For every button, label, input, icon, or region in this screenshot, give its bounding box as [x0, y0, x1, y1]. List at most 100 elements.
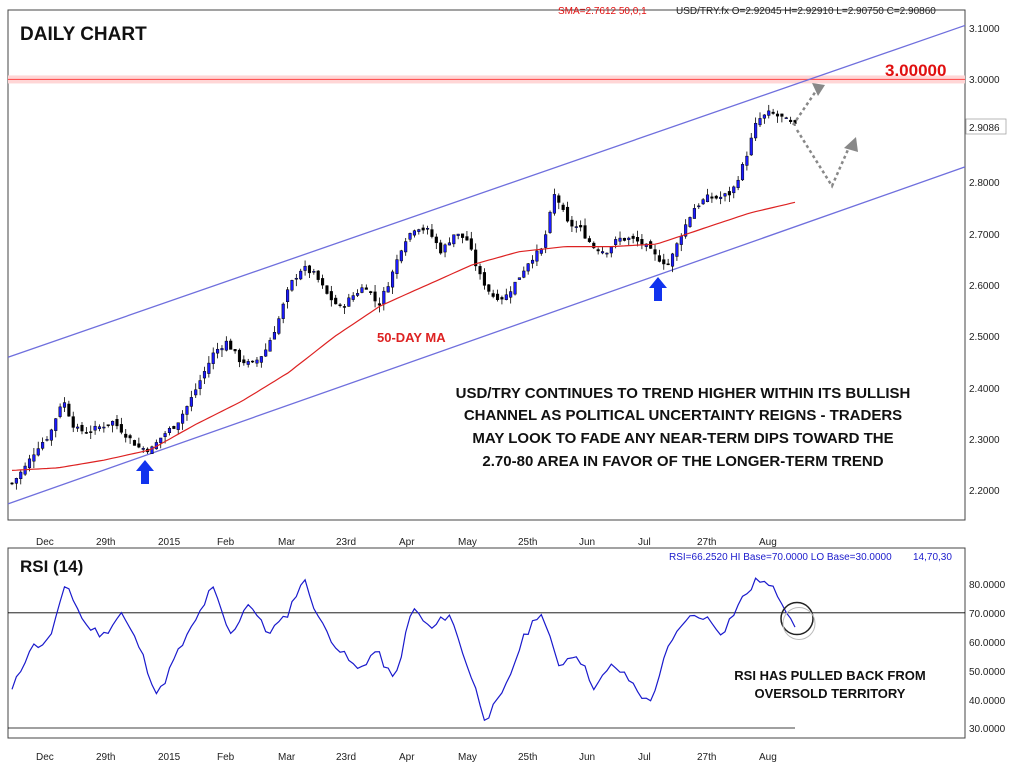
- channel-lower-line: [7, 166, 966, 505]
- candle-up: [211, 352, 215, 364]
- candle-up: [417, 229, 421, 232]
- candle-up: [627, 237, 631, 240]
- rsi-title: RSI (14): [20, 557, 83, 576]
- candle-down: [662, 259, 666, 265]
- candle-up: [45, 439, 49, 441]
- candle-up: [185, 406, 189, 415]
- candle-down: [780, 113, 784, 117]
- candle-down: [421, 227, 425, 231]
- channel-upper-line: [7, 24, 966, 358]
- x-tick-label: 23rd: [336, 537, 356, 548]
- candle-up: [395, 259, 399, 274]
- rsi-header: RSI=66.2520 HI Base=70.0000 LO Base=30.0…: [669, 552, 892, 563]
- price-tick-label: 2.5000: [969, 332, 1000, 343]
- candle-up: [294, 277, 298, 280]
- candle-down: [771, 111, 775, 114]
- candle-up: [382, 290, 386, 305]
- rsi-annotation-line-2: OVERSOLD TERRITORY: [755, 686, 906, 701]
- candle-up: [351, 295, 355, 300]
- candle-down: [342, 306, 347, 308]
- rsi-tick-label: 30.0000: [969, 724, 1006, 735]
- x-tick-label: Aug: [759, 752, 777, 763]
- candle-up: [356, 293, 360, 296]
- candle-down: [491, 293, 495, 297]
- candle-down: [172, 426, 176, 429]
- rsi-x-axis: Dec 29th 2015 Feb Mar 23rd Apr May 25th …: [36, 752, 777, 763]
- candle-up: [181, 413, 185, 424]
- x-tick-label: 27th: [697, 752, 716, 763]
- candle-down: [373, 291, 377, 302]
- candle-up: [513, 281, 517, 295]
- candle-up: [552, 194, 556, 214]
- candle-down: [233, 349, 237, 352]
- candle-down: [84, 432, 88, 434]
- candle-down: [583, 225, 587, 239]
- candle-up: [679, 236, 683, 245]
- candle-down: [434, 236, 438, 244]
- price-y-axis: 3.1000 3.0000 2.8000 2.7000 2.6000 2.500…: [969, 24, 1000, 497]
- candle-up: [246, 361, 250, 365]
- candle-down: [592, 242, 596, 249]
- candle-up: [762, 114, 766, 119]
- x-tick-label: 23rd: [336, 752, 356, 763]
- ohlc-header: USD/TRY.fx O=2.92045 H=2.92910 L=2.90750…: [676, 6, 936, 17]
- x-tick-label: Aug: [759, 537, 777, 548]
- candle-down: [465, 236, 469, 241]
- candle-down: [631, 235, 635, 239]
- candle-up: [32, 454, 36, 462]
- rsi-y-axis: 80.0000 70.0000 60.0000 50.0000 40.0000 …: [969, 580, 1006, 735]
- candle-down: [242, 359, 246, 364]
- candle-up: [705, 194, 710, 203]
- candle-up: [535, 250, 539, 262]
- candle-up: [159, 437, 163, 444]
- price-panel-frame: [7, 9, 966, 521]
- candle-up: [412, 230, 416, 236]
- candle-up: [207, 362, 211, 374]
- candle-down: [338, 304, 342, 306]
- rsi-line: [11, 577, 796, 722]
- projection-dip-path: [795, 129, 852, 189]
- candle-down: [237, 349, 242, 363]
- candle-up: [697, 205, 701, 208]
- annotation-line-3: MAY LOOK TO FADE ANY NEAR-TERM DIPS TOWA…: [472, 430, 893, 447]
- candle-down: [137, 443, 141, 448]
- candle-up: [150, 446, 154, 454]
- x-tick-label: Mar: [278, 752, 296, 763]
- candle-up: [504, 294, 508, 300]
- candle-up: [216, 348, 220, 354]
- candle-down: [115, 419, 119, 427]
- price-x-axis: Dec 29th 2015 Feb Mar 23rd Apr May 25th …: [36, 537, 777, 548]
- candle-up: [456, 233, 460, 236]
- candle-up: [202, 371, 207, 379]
- candle-up: [347, 297, 351, 307]
- rsi-tick-label: 70.0000: [969, 609, 1006, 620]
- x-tick-label: 27th: [697, 537, 716, 548]
- x-tick-label: 2015: [158, 752, 181, 763]
- candle-down: [369, 291, 373, 294]
- x-tick-label: May: [458, 752, 477, 763]
- rsi-tick-label: 80.0000: [969, 580, 1006, 591]
- candle-down: [653, 249, 657, 255]
- x-tick-label: 2015: [158, 537, 181, 548]
- candle-up: [758, 118, 762, 126]
- candle-down: [325, 285, 329, 294]
- candle-up: [736, 179, 740, 188]
- candle-down: [119, 424, 123, 433]
- candle-down: [469, 238, 473, 250]
- projection-up-short: [791, 87, 820, 126]
- candle-down: [579, 225, 583, 228]
- candle-up: [522, 270, 526, 278]
- rsi-layer: [8, 577, 965, 729]
- candle-up: [745, 155, 749, 166]
- candle-up: [732, 186, 736, 194]
- candle-down: [124, 433, 128, 438]
- annotation-line-4: 2.70-80 AREA IN FAVOR OF THE LONGER-TERM…: [482, 453, 883, 470]
- candle-down: [570, 219, 574, 227]
- candle-up: [36, 448, 40, 456]
- candle-up: [740, 164, 745, 181]
- candle-up: [399, 250, 403, 262]
- candle-up: [670, 253, 675, 267]
- candle-up: [600, 251, 605, 254]
- candle-up: [723, 193, 727, 197]
- price-layer: [7, 24, 966, 505]
